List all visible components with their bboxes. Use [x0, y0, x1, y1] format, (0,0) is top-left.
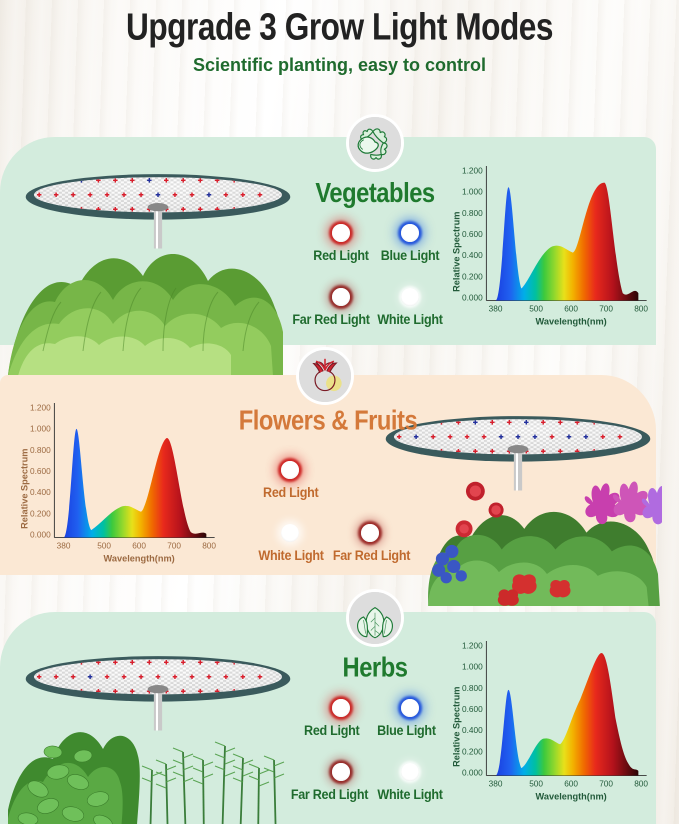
svg-text:0.400: 0.400: [30, 488, 51, 497]
svg-text:500: 500: [97, 542, 111, 551]
svg-text:Relative Spectrum: Relative Spectrum: [452, 212, 462, 292]
svg-text:700: 700: [167, 542, 181, 551]
svg-text:800: 800: [634, 305, 648, 314]
svg-text:Wavelength(nm): Wavelength(nm): [535, 316, 606, 326]
svg-text:800: 800: [634, 780, 648, 789]
svg-text:Wavelength(nm): Wavelength(nm): [535, 791, 606, 801]
svg-text:500: 500: [529, 780, 543, 789]
svg-text:0.400: 0.400: [462, 726, 483, 735]
svg-text:800: 800: [202, 542, 216, 551]
svg-text:600: 600: [564, 780, 578, 789]
svg-text:0.800: 0.800: [462, 684, 483, 693]
svg-text:1.200: 1.200: [462, 166, 483, 175]
svg-text:0.400: 0.400: [462, 251, 483, 260]
svg-text:0.800: 0.800: [462, 209, 483, 218]
svg-text:Relative Spectrum: Relative Spectrum: [20, 449, 30, 529]
svg-text:500: 500: [529, 305, 543, 314]
svg-text:600: 600: [132, 542, 146, 551]
svg-text:700: 700: [599, 305, 613, 314]
svg-text:Wavelength(nm): Wavelength(nm): [103, 553, 174, 563]
svg-text:0.000: 0.000: [462, 294, 483, 303]
svg-text:0.200: 0.200: [30, 509, 51, 518]
svg-text:0.000: 0.000: [462, 769, 483, 778]
svg-text:Relative Spectrum: Relative Spectrum: [452, 687, 462, 767]
svg-text:0.200: 0.200: [462, 747, 483, 756]
svg-text:380: 380: [489, 780, 503, 789]
svg-text:380: 380: [57, 542, 71, 551]
svg-text:600: 600: [564, 305, 578, 314]
svg-text:0.600: 0.600: [30, 467, 51, 476]
svg-text:1.200: 1.200: [462, 641, 483, 650]
svg-text:700: 700: [599, 780, 613, 789]
svg-text:0.600: 0.600: [462, 230, 483, 239]
svg-text:0.000: 0.000: [30, 531, 51, 540]
svg-text:380: 380: [489, 305, 503, 314]
svg-text:0.800: 0.800: [30, 446, 51, 455]
svg-text:0.200: 0.200: [462, 272, 483, 281]
svg-text:0.600: 0.600: [462, 705, 483, 714]
